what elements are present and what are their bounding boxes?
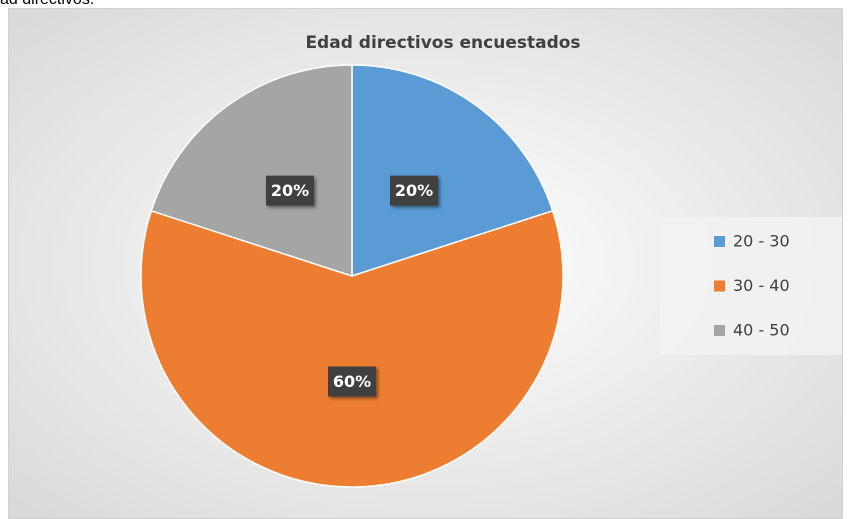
data-label-box (265, 175, 314, 206)
legend-swatch (714, 280, 725, 292)
chart-title: Edad directivos encuestados (305, 33, 580, 53)
data-label: 60% (333, 372, 371, 391)
pie-slice (150, 64, 353, 278)
caption: ad directivos. (0, 0, 94, 9)
data-label: 20% (271, 181, 309, 200)
data-label-box (328, 366, 376, 397)
data-label-box (390, 175, 439, 206)
data-label: 20% (395, 181, 433, 200)
legend (660, 217, 842, 355)
legend-label: 30 - 40 (733, 276, 790, 295)
pie-slice (140, 209, 564, 488)
legend-swatch (714, 325, 725, 336)
legend-label: 20 - 30 (733, 232, 790, 251)
legend-label: 40 - 50 (733, 321, 790, 340)
pie-slice (351, 64, 554, 278)
legend-swatch (714, 236, 725, 247)
